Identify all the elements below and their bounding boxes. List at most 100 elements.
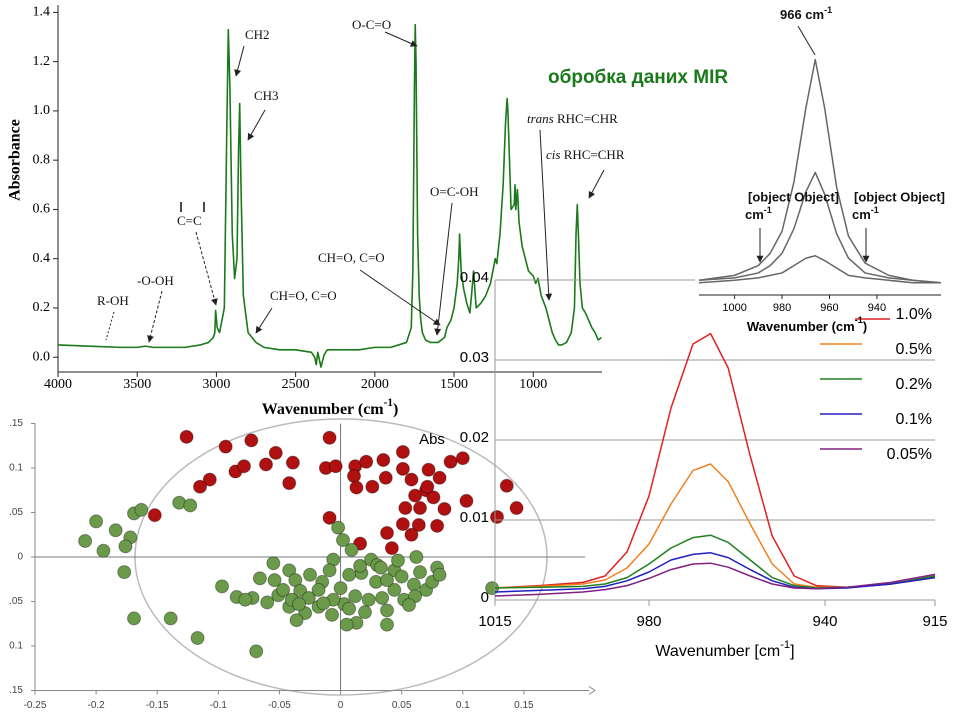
x-axis-label-tail: ) (863, 319, 867, 334)
point (215, 579, 229, 594)
point (373, 560, 388, 575)
x-axis-label-text: Wavenumber (cm (262, 401, 385, 418)
point (339, 617, 354, 632)
y-tick-label: .15 (9, 418, 23, 429)
y-tick-label: 0 (17, 552, 23, 563)
point (358, 605, 372, 620)
point (267, 573, 282, 588)
x-tick-label: -0.25 (24, 700, 47, 711)
annotation: C=C (177, 213, 202, 228)
point (408, 488, 423, 503)
x-tick-label: 0.05 (392, 700, 412, 711)
x-tick-label: 3000 (202, 377, 230, 392)
annotation-text: cm (852, 207, 871, 222)
arrow (147, 290, 163, 343)
point (459, 493, 474, 508)
inset-annotations: 966 cm-1 [object Object] cm-1 [object Ob… (745, 5, 945, 263)
point (395, 517, 410, 532)
point (134, 502, 149, 517)
point (380, 525, 394, 540)
point (455, 451, 470, 466)
annotation-sup: -1 (764, 205, 772, 215)
point (353, 558, 368, 573)
x-tick-label: 1000 (722, 302, 746, 314)
x-tick-label: -0.15 (146, 700, 169, 711)
point (402, 598, 416, 613)
point (342, 567, 357, 582)
y-tick-label: 1.2 (33, 54, 51, 69)
slide-title: обробка даних MIR (548, 67, 728, 88)
point (237, 459, 251, 474)
annotation: -O-OH (137, 273, 174, 288)
point (322, 563, 337, 578)
point (293, 583, 308, 598)
y-tick-label: 0 (481, 589, 489, 606)
annotation: CH3 (254, 88, 279, 103)
point (260, 595, 275, 610)
annotation-text: 966 cm (780, 7, 824, 22)
annotation-em: trans (527, 111, 554, 126)
arrow (359, 269, 441, 326)
point (344, 542, 359, 557)
point (347, 469, 361, 484)
point (336, 533, 350, 548)
arrow (588, 169, 605, 199)
point (202, 472, 217, 487)
point (311, 582, 326, 597)
point (380, 603, 394, 618)
x-axis-label: Wavenumber (cm-1) (262, 397, 399, 418)
annotation: [object Object] (854, 189, 945, 204)
point (395, 461, 410, 476)
point (430, 518, 445, 533)
series-line (698, 171, 942, 284)
point (499, 478, 514, 493)
point (413, 565, 427, 580)
legend-label: 0.1% (896, 411, 932, 428)
y-tick-label: 0.01 (460, 509, 489, 526)
x-tick-label: 960 (820, 302, 838, 314)
legend-label: 0.05% (887, 446, 932, 463)
point (289, 613, 304, 628)
concentration-spectra: 0 0.01 0.02 0.03 0.04 1015 980 940 915 Wavenumber… (419, 269, 947, 660)
point (238, 592, 253, 607)
y-tick-label: 1.0 (33, 103, 51, 118)
y-tick-label: 0.1 (9, 463, 23, 474)
arrow (105, 311, 115, 341)
point (490, 509, 504, 524)
point (437, 501, 452, 516)
annotation: O-C=O (352, 17, 391, 32)
point (387, 582, 402, 597)
point (361, 592, 376, 607)
y-tick-label: 1.4 (33, 5, 51, 20)
point (509, 501, 524, 516)
y-tick-label: .05 (9, 596, 23, 607)
point (108, 523, 123, 538)
arrow (434, 202, 453, 336)
arrow (255, 307, 273, 334)
point (325, 607, 339, 622)
ir-spectrum: 4000 3500 3000 2500 2000 1500 1000 0.0 0.2 0.4 0.6… (7, 5, 602, 418)
annotation: [object Object] (748, 189, 839, 204)
point (117, 565, 132, 580)
point (443, 454, 458, 469)
point (303, 567, 317, 582)
point (282, 563, 297, 578)
point (426, 490, 441, 505)
x-tick-label: 940 (868, 302, 886, 314)
y-tick-label: 0.0 (33, 349, 51, 364)
legend-label: 1.0% (896, 306, 932, 323)
x-axis-label: Wavenumber (cm-1) (747, 315, 867, 334)
x-tick-label: 2000 (361, 377, 389, 392)
point (432, 470, 447, 485)
arrow (195, 231, 218, 306)
legend-label: 0.5% (896, 341, 932, 358)
series-line (57, 23, 602, 368)
point (348, 589, 363, 604)
x-tick-label: 4000 (44, 377, 72, 392)
y-tick-label: 0.8 (33, 152, 51, 167)
point (404, 472, 419, 487)
point (333, 581, 348, 596)
point (349, 480, 364, 495)
point (413, 501, 427, 516)
point (78, 533, 93, 548)
